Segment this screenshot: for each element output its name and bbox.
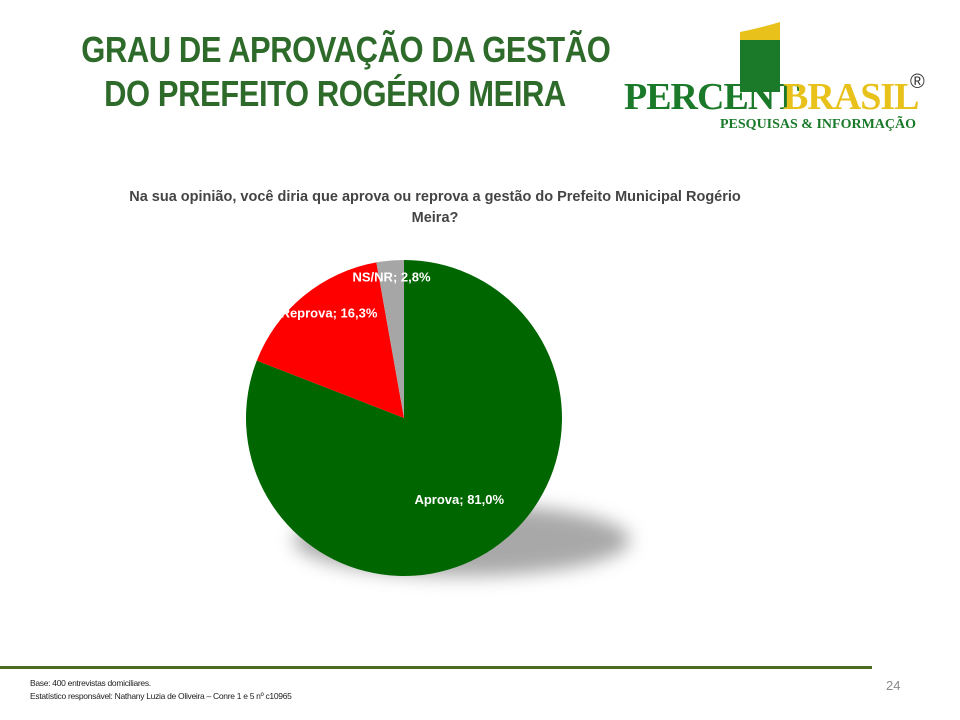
survey-question-line-1: Na sua opinião, você diria que aprova ou… [129, 189, 741, 205]
percentbrasil-logo: PERCENT BRASIL ® PESQUISAS & INFORMAÇÃO [620, 18, 940, 133]
pie-label-ns-nr: NS/NR; 2,8% [353, 269, 431, 284]
pie-label-aprova: Aprova; 81,0% [414, 492, 504, 507]
footer-rule [0, 666, 872, 669]
slide-title: GRAU DE APROVAÇÃO DA GESTÃO DO PREFEITO … [81, 28, 611, 116]
slide-title-line-2: DO PREFEITO ROGÉRIO MEIRA [104, 73, 566, 114]
footer-base-note: Base: 400 entrevistas domiciliares. [30, 678, 151, 688]
pie-slice-reprova [256, 262, 404, 418]
footer-statistician-note: Estatístico responsável: Nathany Luzia d… [30, 691, 292, 701]
logo-registered-mark: ® [910, 71, 925, 93]
pie-label-reprova: Reprova; 16,3% [281, 305, 378, 320]
logo-word-percent: PERCENT [624, 76, 799, 118]
slide-title-line-1: GRAU DE APROVAÇÃO DA GESTÃO [81, 29, 611, 70]
page-number: 24 [886, 678, 901, 693]
pie-slice-aprova [246, 260, 563, 576]
logo-flag-green-icon [740, 40, 780, 92]
survey-question-line-2: Meira? [411, 210, 459, 226]
pie-shadow [294, 504, 630, 576]
logo-word-brasil: BRASIL [783, 76, 919, 118]
logo-tagline: PESQUISAS & INFORMAÇÃO [720, 114, 916, 132]
survey-question: Na sua opinião, você diria que aprova ou… [110, 187, 760, 229]
pie-slice-ns-nr [376, 260, 404, 418]
footer-notes: Base: 400 entrevistas domiciliares. Esta… [30, 677, 292, 703]
